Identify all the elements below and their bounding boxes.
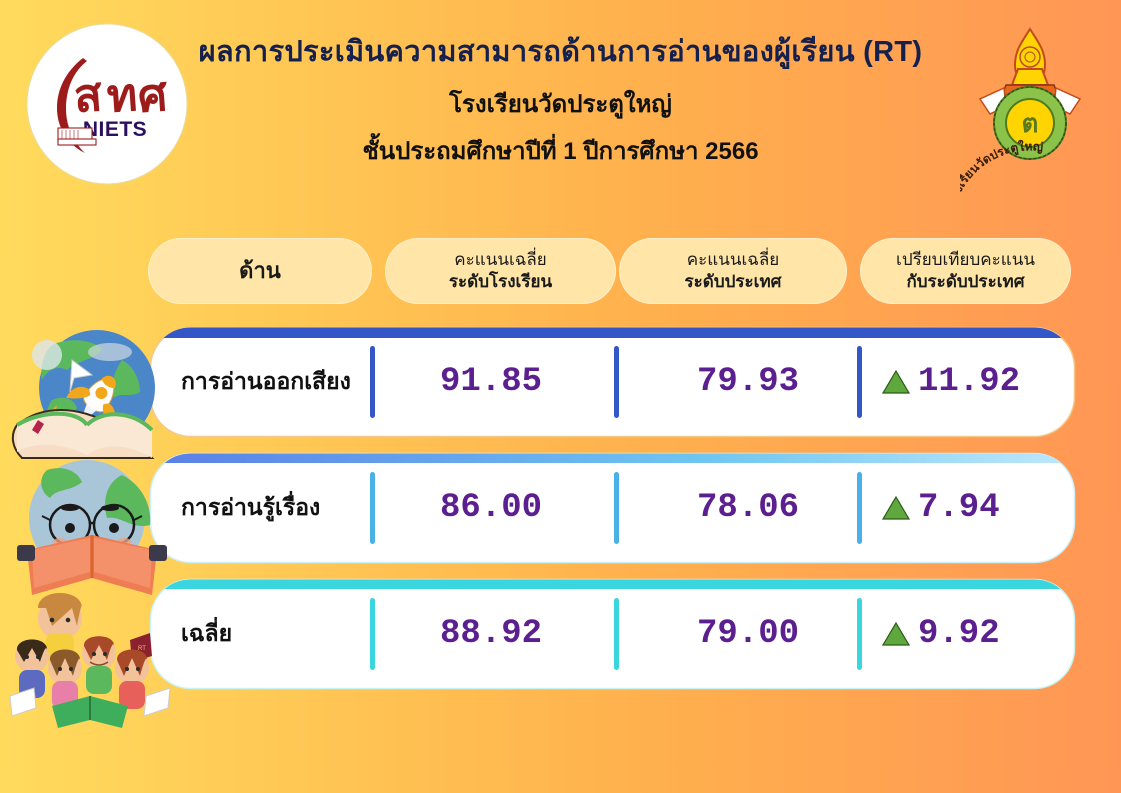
svg-text:ศ: ศ [136, 68, 170, 122]
svg-text:ท: ท [105, 68, 139, 122]
svg-text:โรงเรียนวัดประตูใหญ่: โรงเรียนวัดประตูใหญ่ [960, 139, 1044, 207]
svg-text:ต: ต [1022, 108, 1039, 138]
svg-text:ส: ส [72, 68, 105, 122]
